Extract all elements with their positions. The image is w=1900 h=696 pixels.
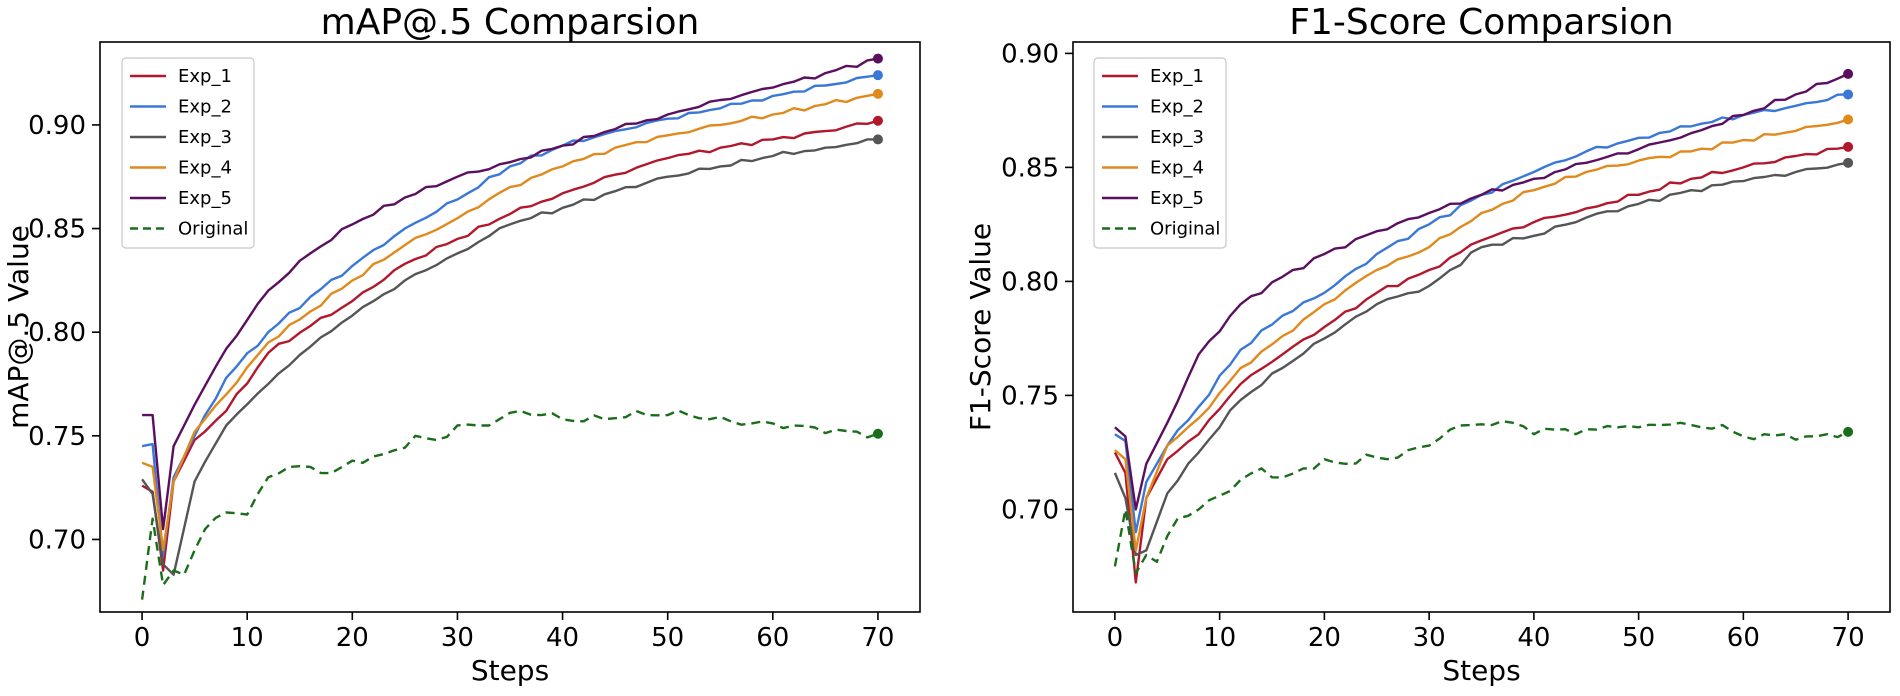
x-axis-title: Steps [1442, 654, 1520, 687]
legend-label: Exp_5 [178, 188, 232, 209]
x-axis-title: Steps [471, 654, 549, 687]
legend-label: Original [178, 219, 248, 240]
x-tick-label: 10 [1203, 623, 1236, 653]
series-line-exp-1 [1113, 145, 1849, 584]
series-end-point-exp-3 [872, 134, 883, 145]
chart-title: mAP@.5 Comparsion [321, 2, 700, 43]
series-line-exp-2 [141, 74, 879, 558]
series-line-exp-4 [141, 92, 879, 551]
series-line-exp-5 [142, 57, 879, 531]
x-tick-label: 40 [546, 623, 579, 653]
series-line-exp-4 [1114, 118, 1849, 552]
y-tick-label: 0.85 [1001, 153, 1059, 183]
series-line-original [140, 409, 879, 600]
x-tick-label: 50 [1622, 623, 1655, 653]
legend: Exp_1 Exp_2 Exp_3 Exp_4 Exp_5 Original [121, 57, 255, 249]
x-tick-label: 0 [1107, 623, 1124, 653]
legend-label: Exp_1 [178, 66, 232, 87]
series-end-point-exp-3 [1843, 157, 1854, 168]
x-tick-label: 60 [1727, 623, 1760, 653]
series-end-point-exp-4 [1843, 114, 1854, 125]
x-tick-label: 70 [861, 623, 894, 653]
series-line-exp-3 [1113, 161, 1849, 557]
series-end-point-original [1843, 426, 1854, 437]
series-end-point-exp-4 [872, 88, 883, 99]
legend-label: Exp_5 [1150, 188, 1204, 209]
plot-frame [1072, 41, 1891, 613]
y-axis-title: mAP@.5 Value [2, 225, 35, 429]
y-tick-label: 0.90 [1001, 39, 1059, 69]
y-tick-label: 0.85 [28, 215, 86, 245]
x-tick-label: 10 [231, 623, 264, 653]
f1-score-comparison-chart: F1-Score Comparsion 0 10 20 30 40 50 60 70 0.70 0.… [964, 2, 1891, 687]
map-comparison-chart: mAP@.5 Comparsion 0 10 20 30 40 50 60 70 0.70 0.75… [2, 2, 921, 687]
x-tick-label: 40 [1517, 623, 1550, 653]
legend-label: Exp_3 [178, 127, 232, 148]
y-tick-label: 0.75 [1001, 381, 1059, 411]
legend-label: Exp_2 [1150, 97, 1204, 118]
x-tick-label: 70 [1832, 623, 1865, 653]
y-tick-label: 0.90 [28, 111, 86, 141]
y-tick-label: 0.80 [1001, 267, 1059, 297]
y-tick-label: 0.70 [28, 525, 86, 555]
series-end-point-exp-2 [872, 70, 883, 81]
series-end-point-exp-5 [1843, 68, 1854, 79]
x-tick-label: 50 [651, 623, 684, 653]
series-end-point-original [872, 428, 883, 439]
legend-label: Exp_3 [1150, 127, 1204, 148]
x-tick-label: 20 [1308, 623, 1341, 653]
x-tick-label: 60 [756, 623, 789, 653]
legend-label: Exp_4 [178, 158, 232, 179]
legend: Exp_1 Exp_2 Exp_3 Exp_4 Exp_5 Original [1093, 57, 1227, 249]
x-tick-label: 20 [336, 623, 369, 653]
plot-frame [99, 41, 921, 613]
series-end-point-exp-1 [1843, 141, 1854, 152]
legend-label: Exp_4 [1150, 158, 1204, 179]
chart-title: F1-Score Comparsion [1289, 2, 1673, 43]
x-tick-label: 30 [441, 623, 474, 653]
y-tick-label: 0.80 [28, 318, 86, 348]
series-line-exp-1 [141, 119, 879, 572]
y-axis-title: F1-Score Value [964, 223, 997, 431]
legend-label: Original [1150, 219, 1220, 240]
series-line-exp-3 [141, 138, 878, 576]
series-end-point-exp-2 [1843, 89, 1854, 100]
legend-label: Exp_1 [1150, 66, 1204, 87]
x-tick-label: 30 [1413, 623, 1446, 653]
series-end-point-exp-1 [872, 115, 883, 126]
series-line-exp-5 [1114, 72, 1849, 511]
y-tick-label: 0.75 [28, 422, 86, 452]
series-line-original [1113, 419, 1849, 575]
series-end-point-exp-5 [872, 53, 883, 64]
y-tick-label: 0.70 [1001, 495, 1059, 525]
legend-label: Exp_2 [178, 97, 232, 118]
x-tick-label: 0 [134, 623, 151, 653]
